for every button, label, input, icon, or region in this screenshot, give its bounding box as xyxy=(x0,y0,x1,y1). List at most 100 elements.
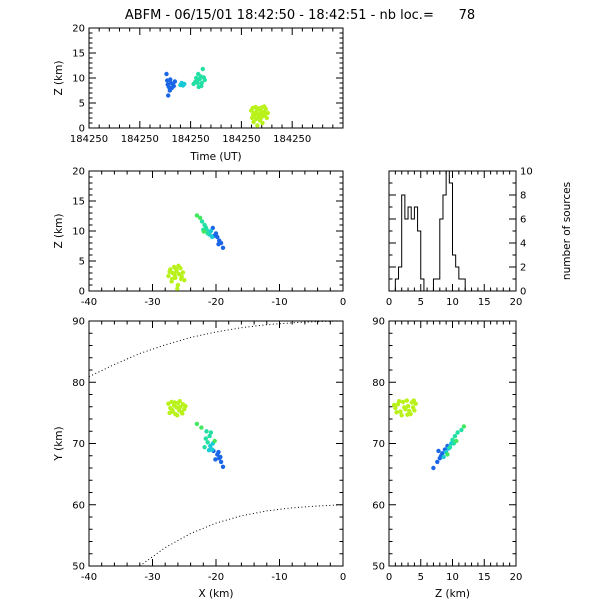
source-point xyxy=(172,79,178,84)
source-point xyxy=(454,438,459,444)
source-point xyxy=(166,93,171,98)
y-tick-label: 10 xyxy=(520,167,533,178)
x-tick-label: 184250 xyxy=(222,134,260,145)
source-point xyxy=(175,282,181,288)
x-tick-label: 5 xyxy=(418,297,424,308)
source-point xyxy=(436,448,441,454)
source-point xyxy=(459,427,464,433)
x-axis-label: Time (UT) xyxy=(189,151,241,163)
x-tick-label: 184250 xyxy=(172,134,210,145)
histogram-bin xyxy=(433,279,436,291)
y-tick-label: 0 xyxy=(79,124,85,135)
source-point xyxy=(172,272,177,277)
x-tick-label: 10 xyxy=(446,572,459,583)
histogram-bin xyxy=(443,195,446,291)
y-tick-label: 5 xyxy=(79,257,85,268)
source-point xyxy=(195,80,200,86)
histogram-bin xyxy=(399,267,402,291)
source-point xyxy=(182,81,187,87)
source-point xyxy=(431,465,436,471)
source-point xyxy=(264,115,269,121)
source-point xyxy=(400,399,406,405)
y-tick-label: 6 xyxy=(520,215,526,226)
source-point xyxy=(213,457,218,462)
histogram-bin xyxy=(459,279,462,291)
x-tick-label: 0 xyxy=(386,572,392,583)
source-point xyxy=(197,215,203,220)
histogram-bin xyxy=(402,195,405,291)
source-point xyxy=(173,266,179,271)
source-point xyxy=(199,219,205,224)
x-tick-label: 15 xyxy=(478,297,491,308)
source-point xyxy=(170,276,175,282)
source-point xyxy=(455,430,460,435)
y-tick-label: 10 xyxy=(72,74,85,85)
y-tick-label: 4 xyxy=(520,239,526,250)
x-tick-label: -20 xyxy=(208,572,224,583)
source-point xyxy=(251,119,256,125)
source-point xyxy=(254,107,260,112)
y-tick-label: 15 xyxy=(72,197,85,208)
source-point xyxy=(194,421,200,427)
x-tick-label: 20 xyxy=(510,297,523,308)
y-axis-label: Y (km) xyxy=(53,426,65,461)
source-point xyxy=(180,411,185,416)
x-tick-label: 20 xyxy=(510,572,523,583)
source-point xyxy=(202,445,207,450)
source-point xyxy=(167,269,172,274)
y-tick-label: 50 xyxy=(72,562,85,573)
y-axis-label: Z (km) xyxy=(53,213,65,248)
source-point xyxy=(199,83,204,89)
plot-data xyxy=(89,321,343,566)
histogram-bin xyxy=(449,183,452,291)
x-tick-label: -30 xyxy=(144,297,160,308)
histogram-steps xyxy=(389,171,516,291)
y-tick-label: 10 xyxy=(72,227,85,238)
source-point xyxy=(203,225,208,230)
source-point xyxy=(405,412,410,417)
source-point xyxy=(220,464,226,469)
y-tick-label: 15 xyxy=(72,49,85,60)
y-tick-label: 70 xyxy=(72,439,85,450)
source-point xyxy=(205,440,210,445)
source-point xyxy=(166,273,171,279)
source-point xyxy=(220,245,226,250)
source-point xyxy=(171,83,176,89)
source-point xyxy=(166,401,171,406)
panel-x_y: -40 -30 -20 -10 0 50 60 70 80 90 X (km) Y (km) xyxy=(53,317,346,600)
panel-z_y: 0 5 10 15 20 50 60 70 80 90 Z (km) xyxy=(372,317,522,600)
source-point xyxy=(445,452,450,457)
source-point xyxy=(450,437,455,442)
source-point xyxy=(441,454,446,460)
plot-data xyxy=(391,398,467,471)
source-point xyxy=(177,399,182,404)
source-point xyxy=(167,410,172,416)
histogram-bin xyxy=(414,207,417,291)
source-point xyxy=(391,402,397,408)
histogram-bin xyxy=(446,171,449,291)
y-tick-label: 0 xyxy=(79,287,85,298)
source-point xyxy=(435,459,440,465)
source-point xyxy=(204,429,209,434)
source-point xyxy=(216,242,221,247)
y-axis-label: number of sources xyxy=(561,182,573,280)
y-tick-label: 60 xyxy=(72,500,85,511)
figure-title: ABFM - 06/15/01 18:42:50 - 18:42:51 - nb… xyxy=(125,8,475,23)
plot-data xyxy=(389,171,516,291)
source-point xyxy=(407,408,412,414)
panel-time_z: 184250 184250 184250 184250 18425005101520Ti… xyxy=(53,24,344,163)
x-tick-label: 5 xyxy=(418,572,424,583)
y-tick-label: 80 xyxy=(372,378,385,389)
source-point xyxy=(170,407,175,412)
source-point xyxy=(461,424,467,429)
x-tick-label: -30 xyxy=(144,572,160,583)
source-point xyxy=(207,433,212,439)
source-point xyxy=(412,408,417,413)
source-point xyxy=(399,413,404,418)
y-tick-label: 70 xyxy=(372,439,385,450)
source-point xyxy=(180,270,186,275)
source-point xyxy=(208,430,214,435)
source-point xyxy=(218,454,223,460)
source-point xyxy=(199,425,204,430)
